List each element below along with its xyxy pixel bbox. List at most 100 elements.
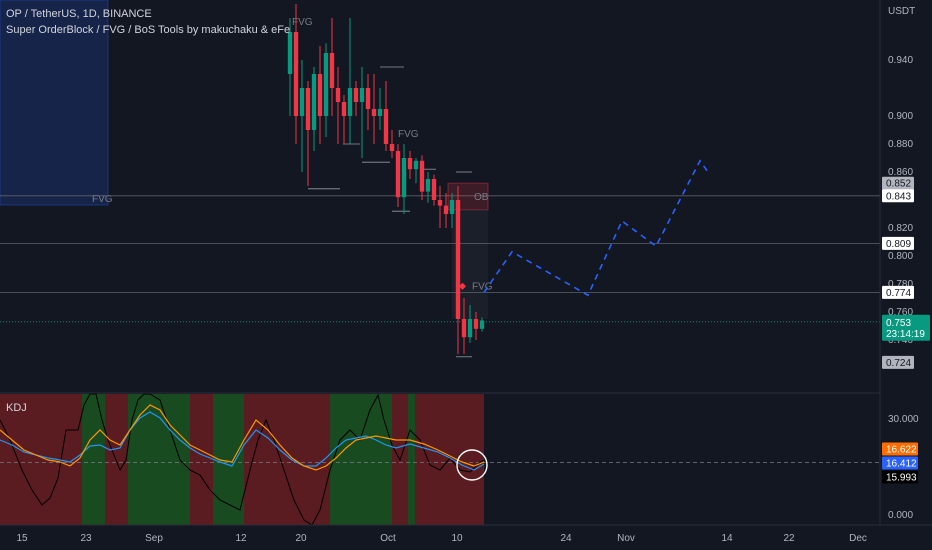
kdj-band xyxy=(82,394,105,525)
candle-body xyxy=(455,200,461,319)
candle-body xyxy=(377,109,383,116)
price-tick-label: 0.820 xyxy=(888,223,913,234)
candle-body xyxy=(425,179,431,192)
fvg-zone-left xyxy=(0,0,109,206)
candle-body xyxy=(317,74,323,116)
diamond-marker xyxy=(458,282,467,290)
kdj-j-line xyxy=(0,393,485,526)
candle-body xyxy=(467,319,473,338)
kdj-tag-box xyxy=(882,456,918,470)
price-tag-label: 0.843 xyxy=(886,191,911,202)
price-tick-label: 0.940 xyxy=(888,55,913,66)
price-tag-label: 0.809 xyxy=(886,239,911,250)
candle-body xyxy=(329,53,335,88)
kdj-band xyxy=(128,394,190,525)
price-tag-box xyxy=(882,285,914,299)
kdj-tick-label: 30.000 xyxy=(888,414,919,425)
highlight-circle xyxy=(456,449,488,481)
candle-body xyxy=(413,160,419,170)
candle-body xyxy=(389,144,395,151)
candle-body xyxy=(359,88,365,102)
kdj-title[interactable]: KDJ xyxy=(6,402,27,414)
candle-body xyxy=(293,32,299,116)
time-tick-label: 10 xyxy=(451,533,463,544)
candle-body xyxy=(347,88,353,116)
candle-body xyxy=(407,158,413,170)
price-tag-box xyxy=(882,176,914,190)
time-tick-label: Nov xyxy=(617,533,635,544)
candle-body xyxy=(305,88,311,130)
kdj-tag-box xyxy=(882,470,918,484)
main-price-pane[interactable]: FVG OB FVG FVG FVG xyxy=(0,0,880,358)
price-tag-label: 0.724 xyxy=(886,358,911,369)
candle-body xyxy=(287,32,293,74)
indicator-title[interactable]: Super OrderBlock / FVG / BoS Tools by ma… xyxy=(6,24,291,36)
price-tag-box xyxy=(882,355,914,369)
kdj-band xyxy=(408,394,415,525)
fvg-label-left: FVG xyxy=(92,194,113,205)
price-tag-label: 0.852 xyxy=(886,179,911,190)
fvg-marker-label: FVG xyxy=(292,17,313,28)
order-block-zone xyxy=(447,182,489,211)
candle-body xyxy=(383,109,389,144)
candle-body xyxy=(323,53,329,116)
kdj-band xyxy=(190,394,213,525)
time-tick-label: 15 xyxy=(16,533,28,544)
kdj-tag-label: 16.412 xyxy=(886,459,917,470)
price-tick-label: 0.780 xyxy=(888,279,913,290)
time-tick-label: 24 xyxy=(560,533,572,544)
time-tick-label: Oct xyxy=(380,533,396,544)
countdown-label: 23:14:19 xyxy=(886,329,925,340)
time-tick-label: 12 xyxy=(235,533,247,544)
time-tick-label: Sep xyxy=(145,533,163,544)
candle-body xyxy=(395,151,401,198)
candle-body xyxy=(461,319,467,338)
price-tick-label: 0.800 xyxy=(888,251,913,262)
candle-body xyxy=(341,102,347,116)
candle-body xyxy=(437,200,443,206)
candle-body xyxy=(479,320,485,329)
kdj-tick-label: 0.000 xyxy=(888,510,913,521)
kdj-tag-label: 16.622 xyxy=(886,445,917,456)
candle-body xyxy=(335,88,341,102)
price-tick-label: 0.760 xyxy=(888,307,913,318)
current-price-tag-box xyxy=(882,314,930,341)
candle-body xyxy=(401,158,407,198)
candle-body xyxy=(311,74,317,130)
time-tick-label: 22 xyxy=(783,533,795,544)
current-price-label: 0.753 xyxy=(886,318,911,329)
time-tick-label: Dec xyxy=(849,533,867,544)
kdj-pane[interactable] xyxy=(0,392,880,526)
price-tag-box xyxy=(882,189,914,203)
kdj-band xyxy=(105,394,128,525)
time-tick-label: 23 xyxy=(80,533,92,544)
time-tick-label: 20 xyxy=(295,533,307,544)
fvg-marker-label: FVG xyxy=(472,282,493,293)
symbol-title[interactable]: OP / TetherUS, 1D, BINANCE xyxy=(6,8,152,20)
candle-body xyxy=(473,319,479,329)
currency-label: USDT xyxy=(888,6,915,17)
candle-body xyxy=(431,179,437,200)
candle-body xyxy=(449,200,455,214)
kdj-k-line xyxy=(0,404,485,471)
ob-label: OB xyxy=(474,192,489,203)
kdj-tag-box xyxy=(882,442,918,456)
price-tag-label: 0.774 xyxy=(886,288,911,299)
kdj-band xyxy=(415,394,484,525)
fvg-marker-label: FVG xyxy=(398,129,419,140)
projection-path xyxy=(483,159,709,297)
kdj-band xyxy=(330,394,392,525)
candle-body xyxy=(353,88,359,102)
candle-body xyxy=(299,88,305,116)
price-tick-label: 0.900 xyxy=(888,111,913,122)
price-tick-label: 0.860 xyxy=(888,167,913,178)
candle-body xyxy=(419,160,425,192)
kdj-band xyxy=(244,394,330,525)
candle-body xyxy=(365,88,371,109)
kdj-tag-label: 15.993 xyxy=(886,473,917,484)
candle-body xyxy=(371,109,377,116)
price-tag-box xyxy=(882,236,914,250)
kdj-band xyxy=(213,394,244,525)
